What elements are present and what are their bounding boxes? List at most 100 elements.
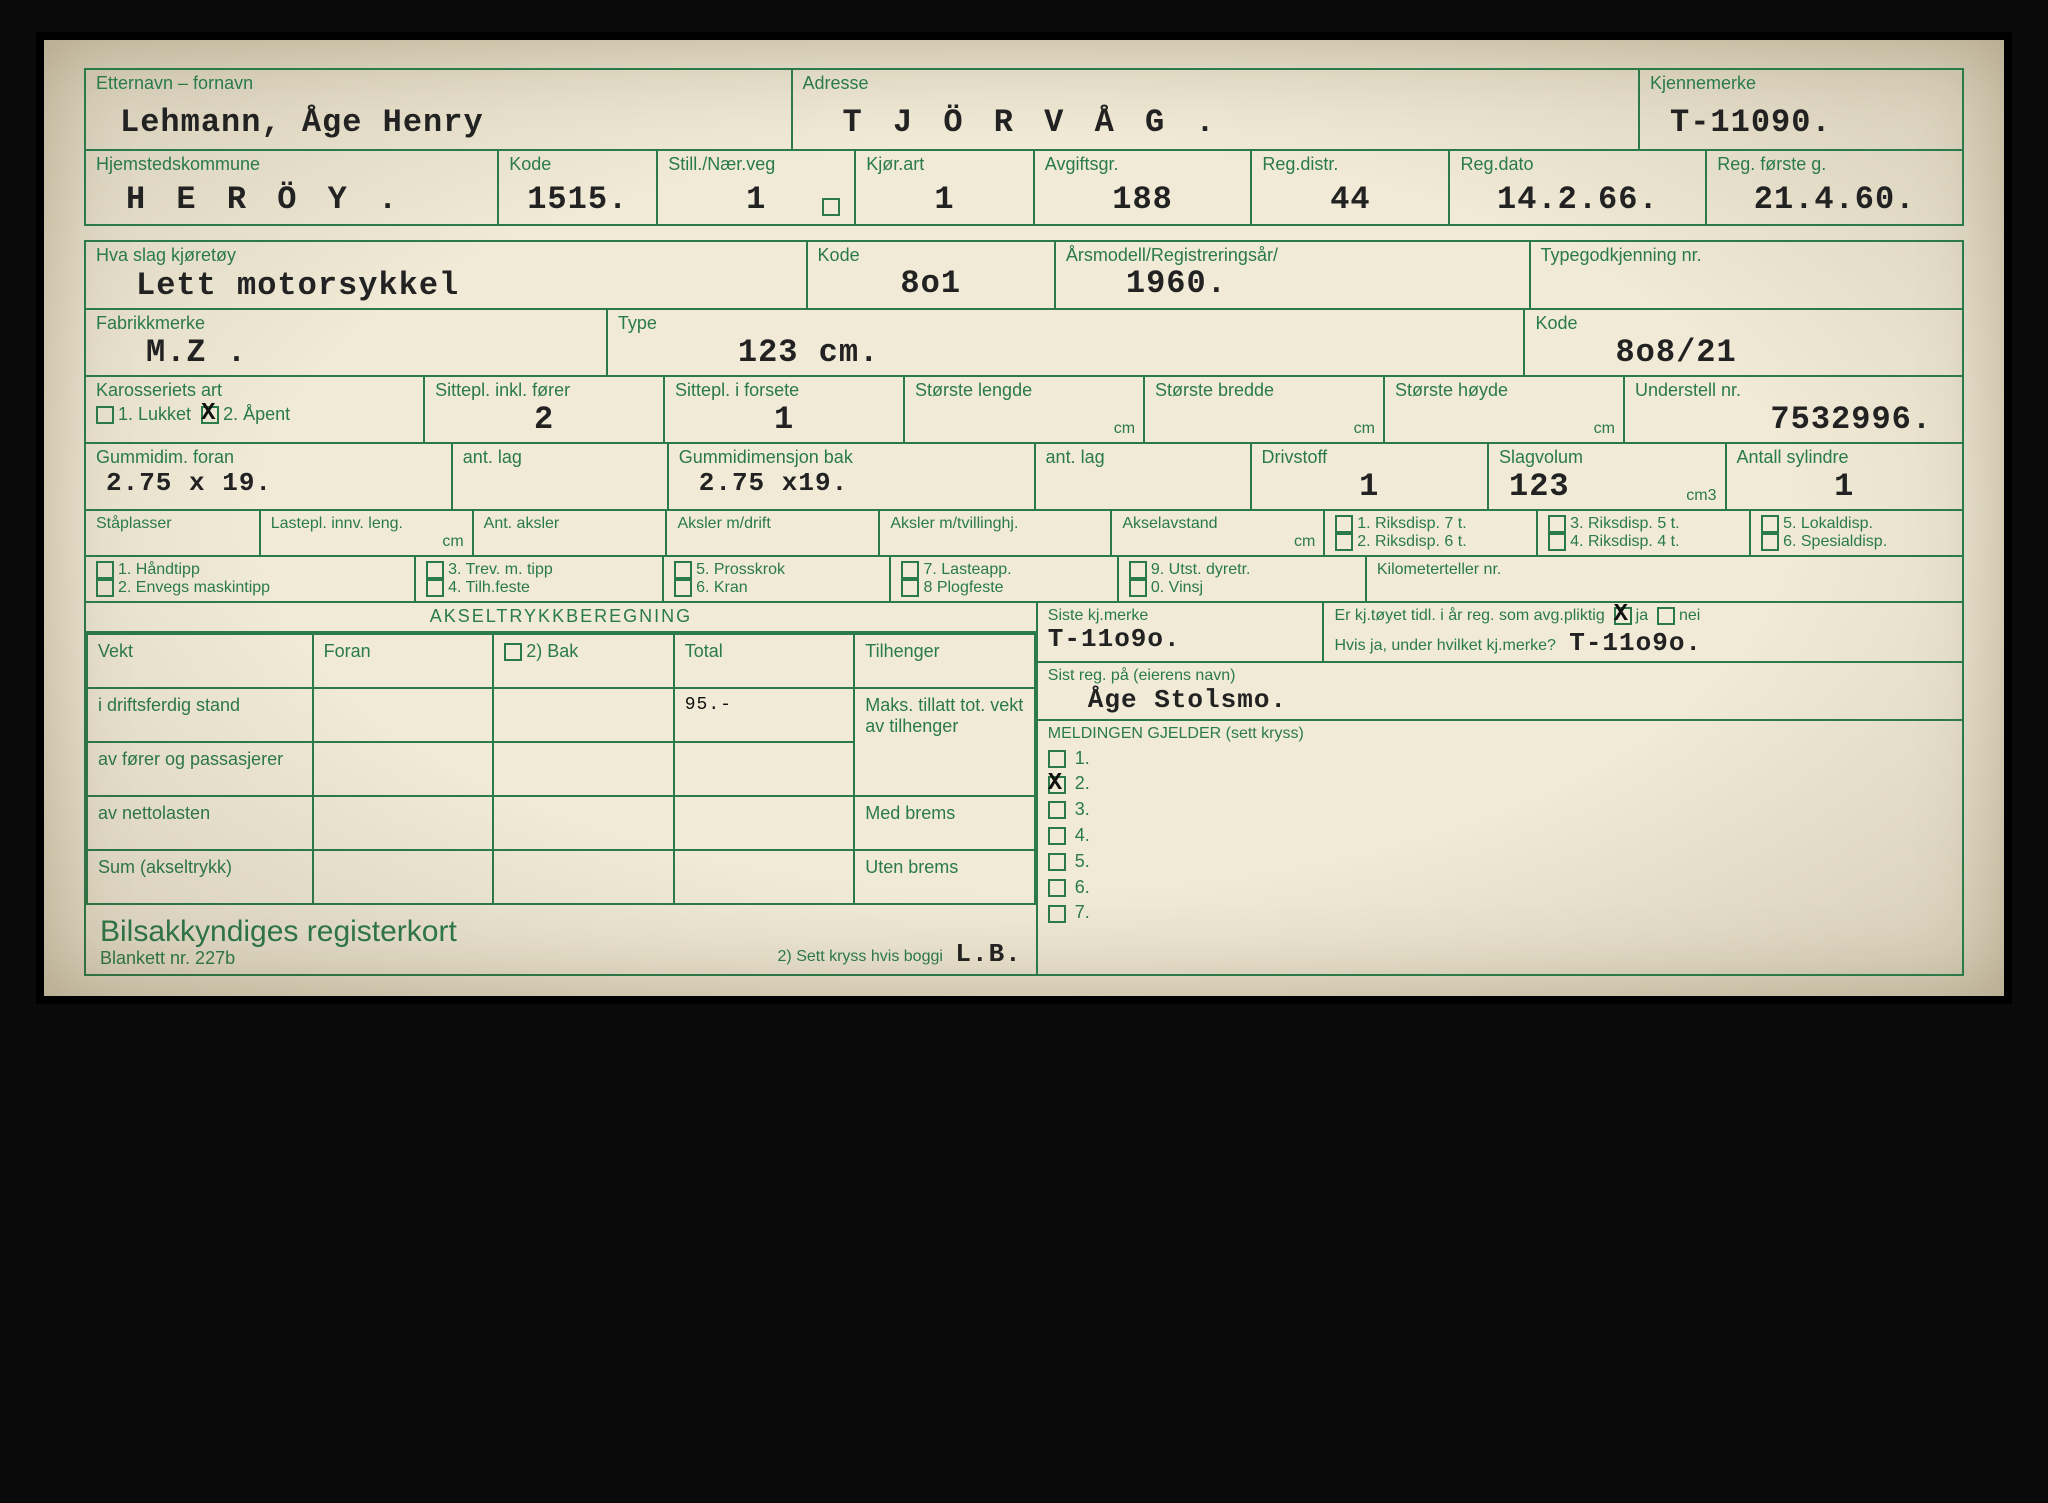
plate-value: T-11090. bbox=[1650, 94, 1952, 145]
gummiforan-value: 2.75 x 19. bbox=[96, 468, 441, 498]
karosseri-cell: Karosseriets art 1. Lukket 2. Åpent bbox=[84, 377, 423, 444]
utstdyr-checkbox[interactable] bbox=[1129, 561, 1147, 579]
municipality-label: Hjemstedskommune bbox=[96, 155, 487, 175]
handtipp-checkbox[interactable] bbox=[96, 561, 114, 579]
nei-checkbox[interactable] bbox=[1657, 607, 1675, 625]
fabrikk-value: M.Z . bbox=[96, 334, 596, 371]
drivstoff-cell: Drivstoff 1 bbox=[1250, 444, 1488, 511]
gummiforan-cell: Gummidim. foran 2.75 x 19. bbox=[84, 444, 451, 511]
tipp3-cell: 5. Prosskrok 6. Kran bbox=[662, 557, 889, 603]
hoyde-cell: Største høyde cm bbox=[1383, 377, 1623, 444]
regdistr-cell: Reg.distr. 44 bbox=[1250, 151, 1448, 226]
sylindre-value: 1 bbox=[1737, 468, 1953, 505]
kode3-value: 8o8/21 bbox=[1535, 334, 1952, 371]
lokal-checkbox[interactable] bbox=[1761, 515, 1779, 533]
weight-table: Vekt Foran 2) Bak Total Tilhenger i drif… bbox=[86, 633, 1036, 905]
lokalspesial-cell: 5. Lokaldisp. 6. Spesialdisp. bbox=[1749, 511, 1964, 557]
sitteinkl-value: 2 bbox=[435, 401, 653, 438]
meld3-checkbox[interactable] bbox=[1048, 801, 1066, 819]
akslermdrift-cell: Aksler m/drift bbox=[665, 511, 878, 557]
kran-checkbox[interactable] bbox=[674, 579, 692, 597]
municipality-value: H E R Ö Y . bbox=[96, 175, 487, 220]
akselavstand-cell: Akselavstand cm bbox=[1110, 511, 1323, 557]
avgift-cell: Avgiftsgr. 188 bbox=[1033, 151, 1251, 226]
bredde-cell: Største bredde cm bbox=[1143, 377, 1383, 444]
still-value: 1 bbox=[668, 175, 844, 218]
km-cell: Kilometerteller nr. bbox=[1365, 557, 1964, 603]
riks4-checkbox[interactable] bbox=[1548, 533, 1566, 551]
address-value: T J Ö R V Å G . bbox=[803, 94, 1628, 145]
bak-checkbox[interactable] bbox=[504, 643, 522, 661]
address-cell: Adresse T J Ö R V Å G . bbox=[791, 68, 1638, 151]
plate-cell: Kjennemerke T-11090. bbox=[1638, 68, 1964, 151]
lukket-checkbox[interactable] bbox=[96, 406, 114, 424]
riks7-checkbox[interactable] bbox=[1335, 515, 1353, 533]
aksler-cell: Ant. aksler bbox=[472, 511, 666, 557]
ja-checkbox[interactable] bbox=[1614, 607, 1632, 625]
plate-label: Kjennemerke bbox=[1650, 74, 1952, 94]
sistekj-cell: Siste kj.merke T-11o9o. bbox=[1036, 603, 1323, 664]
type-cell: Type 123 cm. bbox=[606, 310, 1524, 377]
akseltrykk-header: AKSELTRYKKBEREGNING bbox=[86, 603, 1036, 633]
typegod-cell: Typegodkjenning nr. bbox=[1529, 240, 1965, 311]
tipp5-cell: 9. Utst. dyretr. 0. Vinsj bbox=[1117, 557, 1365, 603]
slagvolum-cell: Slagvolum 123 cm3 bbox=[1487, 444, 1725, 511]
name-value: Lehmann, Åge Henry bbox=[96, 94, 781, 145]
akslertvilling-cell: Aksler m/tvillinghj. bbox=[878, 511, 1110, 557]
riks6-checkbox[interactable] bbox=[1335, 533, 1353, 551]
tipp1-cell: 1. Håndtipp 2. Envegs maskintipp bbox=[84, 557, 414, 603]
erkjtidl-cell: Er kj.tøyet tidl. i år reg. som avg.plik… bbox=[1322, 603, 1964, 664]
hvisja-value: T-11o9o. bbox=[1569, 628, 1702, 658]
tipp4-cell: 7. Lasteapp. 8 Plogfeste bbox=[889, 557, 1116, 603]
envegs-checkbox[interactable] bbox=[96, 579, 114, 597]
understell-value: 7532996. bbox=[1635, 401, 1952, 438]
meld4-checkbox[interactable] bbox=[1048, 827, 1066, 845]
apent-checkbox[interactable] bbox=[201, 406, 219, 424]
weight-section: AKSELTRYKKBEREGNING Vekt Foran 2) Bak To… bbox=[84, 603, 1036, 977]
vinsj-checkbox[interactable] bbox=[1129, 579, 1147, 597]
lastepl-cell: Lastepl. innv. leng. cm bbox=[259, 511, 472, 557]
arsmodell-value: 1960. bbox=[1066, 265, 1519, 302]
still-checkbox[interactable] bbox=[822, 198, 840, 216]
lasteapp-checkbox[interactable] bbox=[901, 561, 919, 579]
regdato-cell: Reg.dato 14.2.66. bbox=[1448, 151, 1705, 226]
vehtype-cell: Hva slag kjøretøy Lett motorsykkel bbox=[84, 240, 806, 311]
tilhfeste-checkbox[interactable] bbox=[426, 579, 444, 597]
meld6-checkbox[interactable] bbox=[1048, 879, 1066, 897]
avgift-value: 188 bbox=[1045, 175, 1241, 218]
sistreg-cell: Sist reg. på (eierens navn) Åge Stolsmo. bbox=[1036, 663, 1964, 721]
kode2-cell: Kode 8o1 bbox=[806, 240, 1054, 311]
riks54-cell: 3. Riksdisp. 5 t. 4. Riksdisp. 4 t. bbox=[1536, 511, 1749, 557]
meld5-checkbox[interactable] bbox=[1048, 853, 1066, 871]
spesial-checkbox[interactable] bbox=[1761, 533, 1779, 551]
plogfeste-checkbox[interactable] bbox=[901, 579, 919, 597]
antlag1-cell: ant. lag bbox=[451, 444, 667, 511]
trev-checkbox[interactable] bbox=[426, 561, 444, 579]
name-label: Etternavn – fornavn bbox=[96, 74, 781, 94]
boggi-value: L.B. bbox=[955, 939, 1021, 969]
address-label: Adresse bbox=[803, 74, 1628, 94]
riks5-checkbox[interactable] bbox=[1548, 515, 1566, 533]
meld2-checkbox[interactable] bbox=[1048, 776, 1066, 794]
sitteinkl-cell: Sittepl. inkl. fører 2 bbox=[423, 377, 663, 444]
still-cell: Still./Nær.veg 1 bbox=[656, 151, 854, 226]
sistreg-value: Åge Stolsmo. bbox=[1048, 685, 1952, 715]
kode1-cell: Kode 1515. bbox=[497, 151, 656, 226]
meld7-checkbox[interactable] bbox=[1048, 905, 1066, 923]
regdistr-value: 44 bbox=[1262, 175, 1438, 218]
kode2-value: 8o1 bbox=[818, 265, 1044, 302]
lengde-cell: Største lengde cm bbox=[903, 377, 1143, 444]
prosskrok-checkbox[interactable] bbox=[674, 561, 692, 579]
meldingen-cell: MELDINGEN GJELDER (sett kryss) 1. 2. 3. … bbox=[1036, 721, 1964, 976]
right-section: Siste kj.merke T-11o9o. Er kj.tøyet tidl… bbox=[1036, 603, 1964, 977]
blankett: Blankett nr. 227b bbox=[100, 949, 457, 969]
meld1-checkbox[interactable] bbox=[1048, 750, 1066, 768]
riks76-cell: 1. Riksdisp. 7 t. 2. Riksdisp. 6 t. bbox=[1323, 511, 1536, 557]
kode1-value: 1515. bbox=[509, 175, 646, 218]
vehtype-value: Lett motorsykkel bbox=[96, 265, 796, 304]
kode3-cell: Kode 8o8/21 bbox=[1523, 310, 1964, 377]
kjorart-cell: Kjør.art 1 bbox=[854, 151, 1033, 226]
sistekj-value: T-11o9o. bbox=[1048, 624, 1313, 654]
total-value: 95.- bbox=[674, 688, 855, 742]
arsmodell-cell: Årsmodell/Registreringsår/ 1960. bbox=[1054, 240, 1529, 311]
